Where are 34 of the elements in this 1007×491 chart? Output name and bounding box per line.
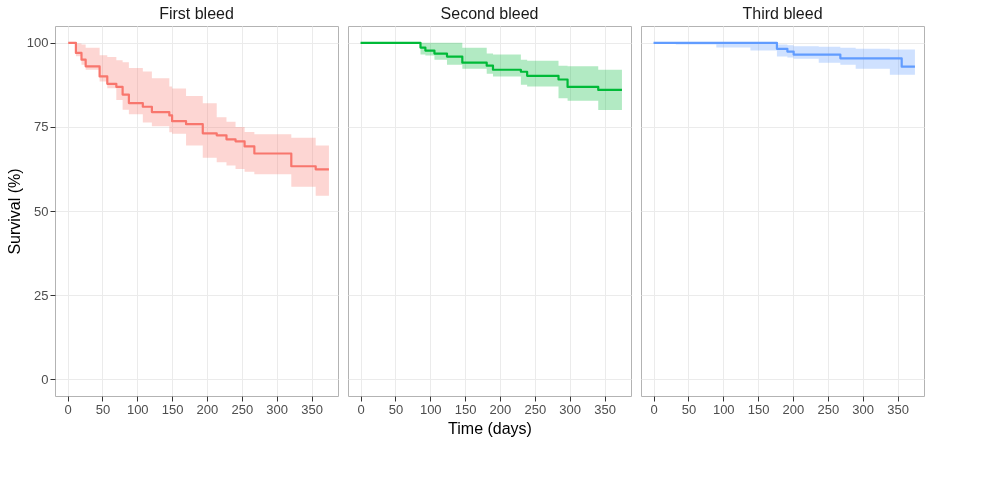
x-tick-label: 0	[64, 401, 72, 417]
chart-title: First bleed	[159, 5, 234, 22]
x-tick-label: 250	[817, 401, 840, 417]
y-axis-title: Survival (%)	[5, 168, 23, 255]
x-tick-label: 0	[357, 401, 365, 417]
x-axis-title: Time (days)	[448, 419, 532, 437]
x-tick-label: 200	[196, 401, 219, 417]
x-tick-label: 150	[454, 401, 477, 417]
y-tick-label: 100	[26, 35, 49, 51]
x-tick-label: 300	[266, 401, 289, 417]
x-tick-label: 350	[594, 401, 616, 417]
y-tick-label: 25	[34, 287, 49, 303]
x-tick-label: 150	[161, 401, 184, 417]
x-tick-label: 100	[712, 401, 735, 417]
x-tick-label: 300	[852, 401, 875, 417]
x-tick-label: 300	[559, 401, 582, 417]
y-tick-label: 75	[34, 119, 49, 135]
x-tick-label: 350	[887, 401, 909, 417]
x-tick-label: 100	[419, 401, 442, 417]
y-tick-label: 0	[41, 371, 49, 387]
x-tick-label: 250	[231, 401, 254, 417]
y-tick-label: 50	[34, 203, 49, 219]
x-tick-label: 200	[489, 401, 512, 417]
x-tick-label: 50	[95, 401, 111, 417]
x-tick-label: 150	[747, 401, 770, 417]
x-tick-label: 0	[650, 401, 658, 417]
x-tick-label: 100	[126, 401, 149, 417]
x-tick-label: 50	[388, 401, 404, 417]
x-tick-label: 200	[782, 401, 805, 417]
x-tick-label: 250	[524, 401, 547, 417]
x-tick-label: 350	[301, 401, 323, 417]
chart-title: Third bleed	[742, 5, 823, 22]
chart-title: Second bleed	[440, 5, 539, 22]
x-tick-label: 50	[681, 401, 697, 417]
